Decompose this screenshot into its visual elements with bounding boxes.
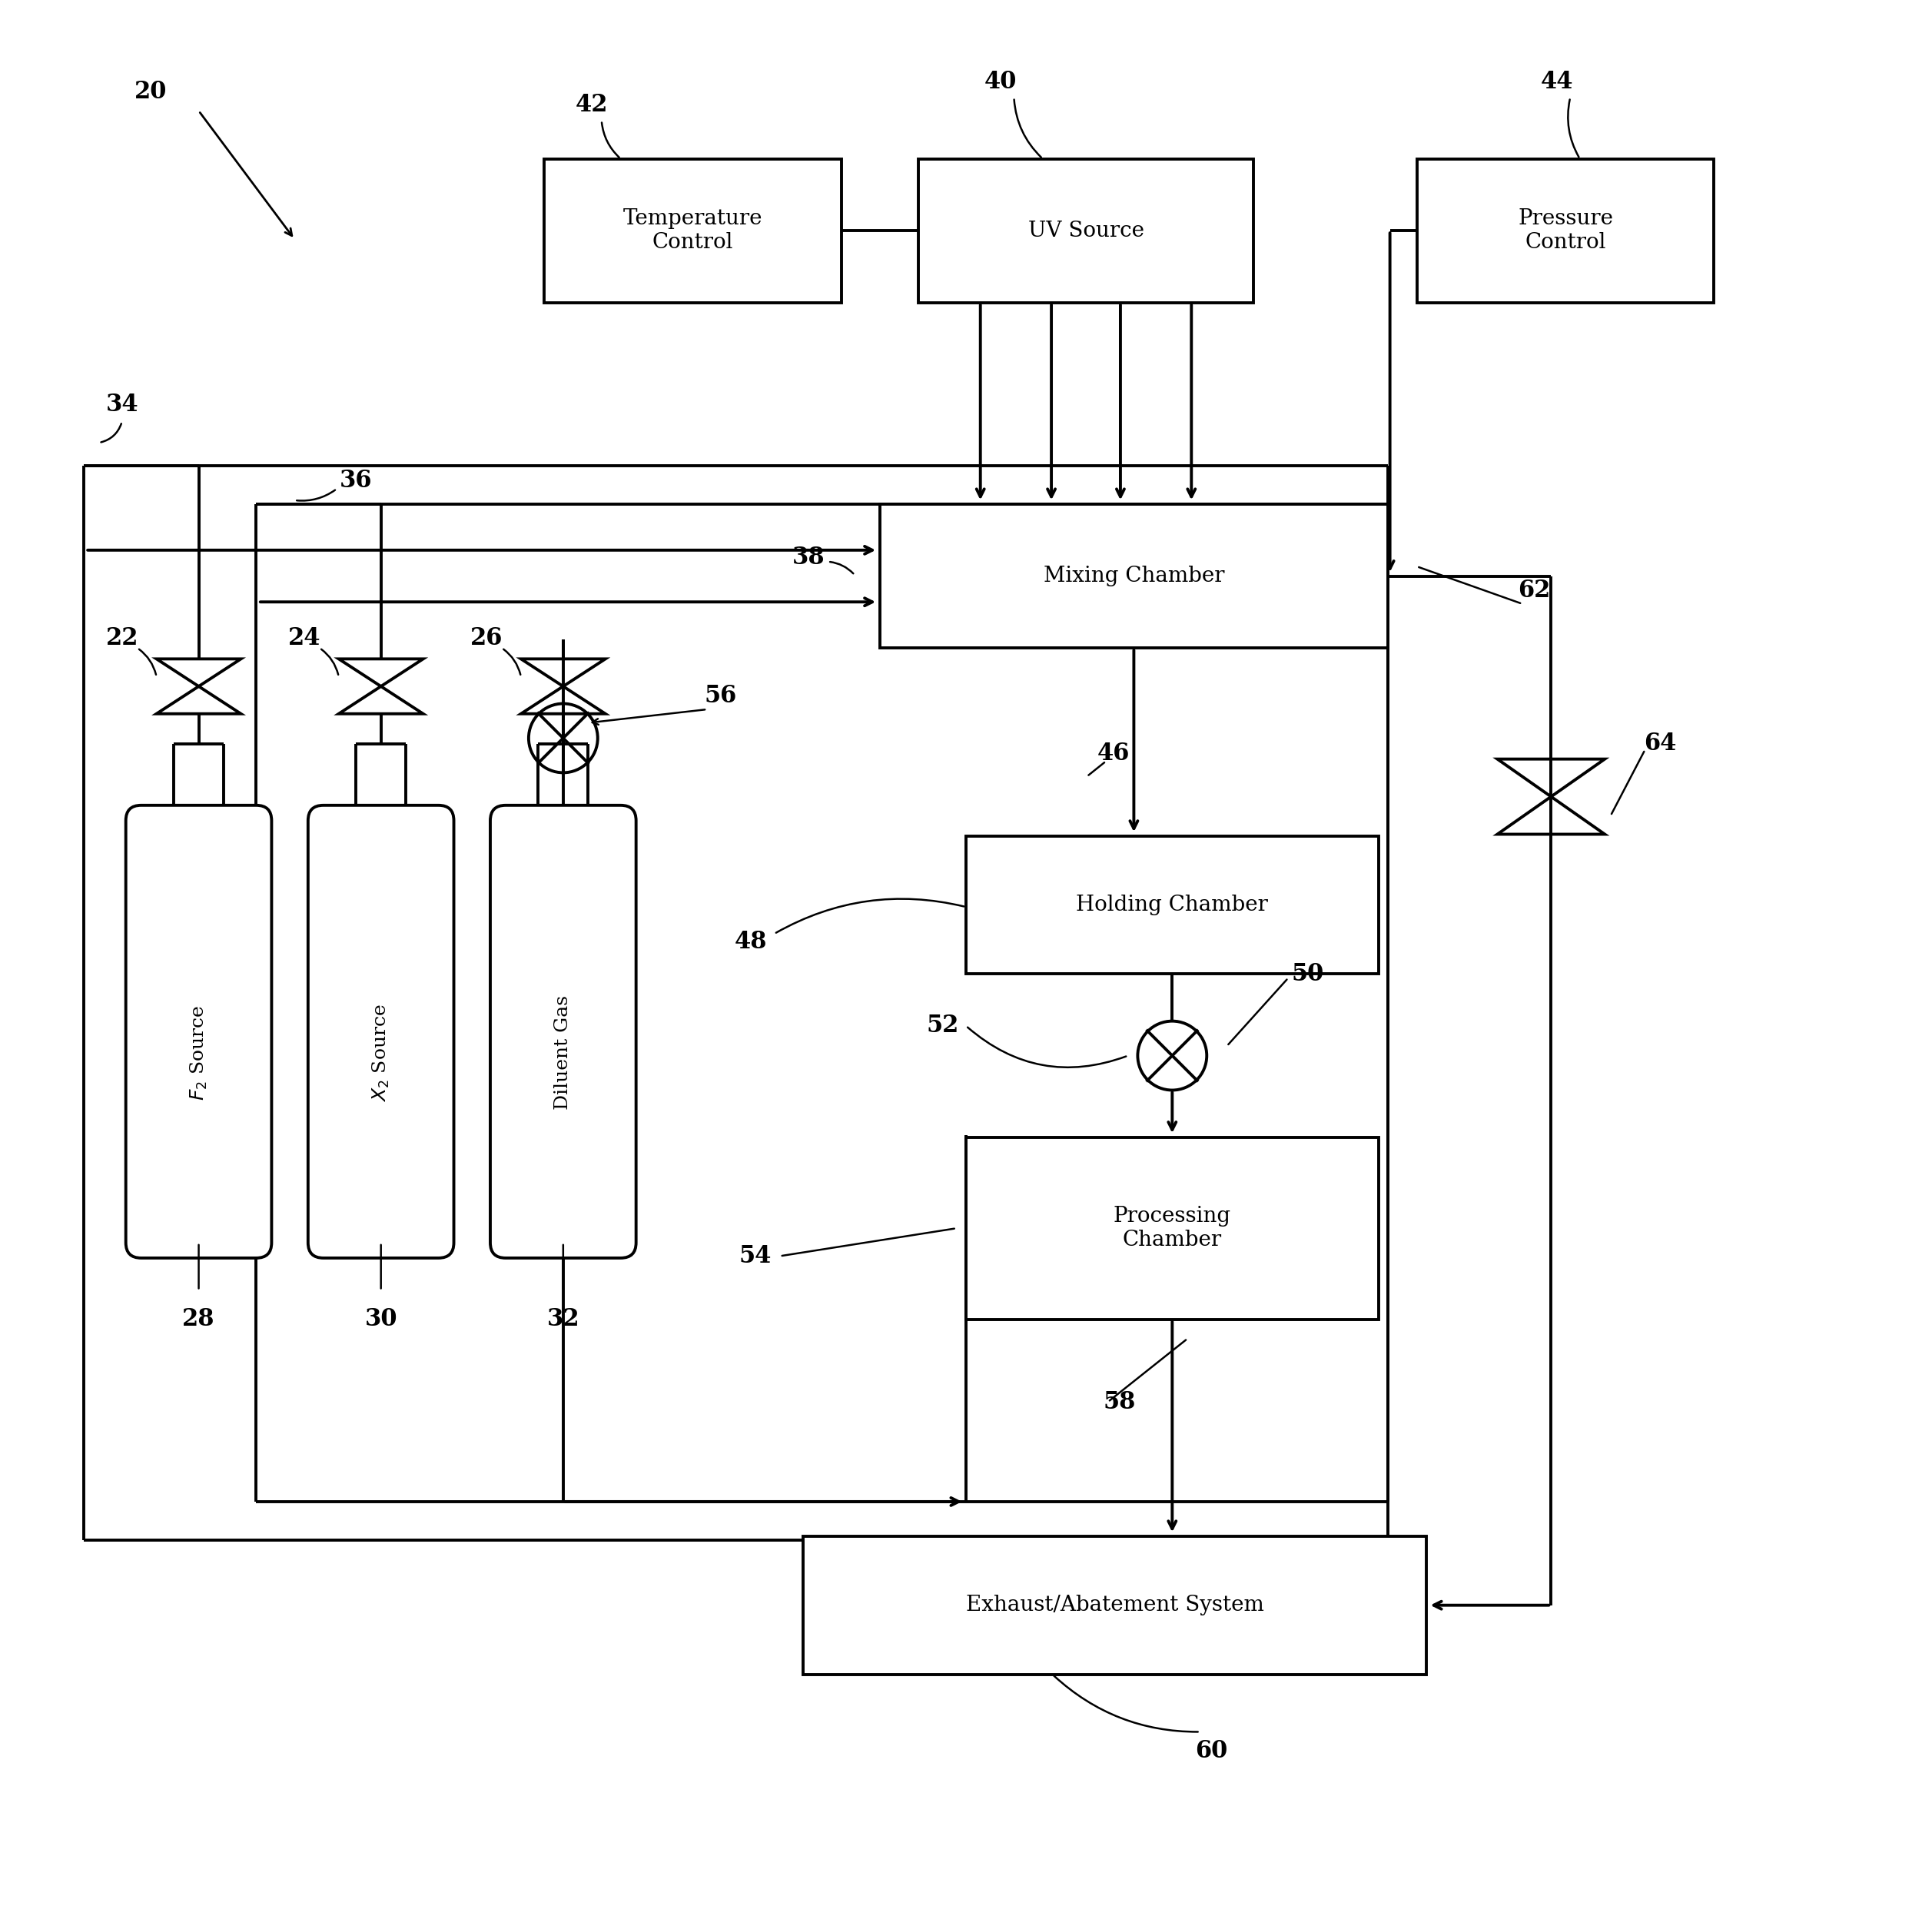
Text: 26: 26 <box>469 627 502 650</box>
FancyBboxPatch shape <box>966 835 1378 974</box>
FancyBboxPatch shape <box>1416 158 1714 303</box>
Text: 56: 56 <box>705 685 736 708</box>
Text: Holding Chamber: Holding Chamber <box>1076 895 1267 916</box>
FancyBboxPatch shape <box>879 503 1387 648</box>
FancyBboxPatch shape <box>307 804 454 1258</box>
Text: 32: 32 <box>547 1308 580 1331</box>
Text: 46: 46 <box>1097 741 1130 766</box>
Text: 36: 36 <box>340 469 373 494</box>
Text: 62: 62 <box>1517 579 1549 602</box>
Text: 60: 60 <box>1196 1740 1227 1763</box>
Text: Processing
Chamber: Processing Chamber <box>1113 1206 1231 1250</box>
Text: 58: 58 <box>1103 1391 1136 1414</box>
Text: $F_2$ Source: $F_2$ Source <box>189 1005 209 1100</box>
Text: UV Source: UV Source <box>1028 220 1144 241</box>
Text: 40: 40 <box>983 69 1016 95</box>
FancyBboxPatch shape <box>491 804 636 1258</box>
Text: 48: 48 <box>734 930 767 953</box>
Text: 42: 42 <box>576 93 609 118</box>
FancyBboxPatch shape <box>918 158 1254 303</box>
Text: 30: 30 <box>365 1308 398 1331</box>
Text: 22: 22 <box>106 627 139 650</box>
Text: Temperature
Control: Temperature Control <box>622 208 763 253</box>
Text: $X_2$ Source: $X_2$ Source <box>371 1003 390 1101</box>
Text: 64: 64 <box>1644 731 1677 756</box>
Text: 20: 20 <box>135 79 166 104</box>
Text: 34: 34 <box>106 392 139 417</box>
FancyBboxPatch shape <box>966 1138 1378 1319</box>
Text: 54: 54 <box>738 1244 771 1267</box>
Text: Diluent Gas: Diluent Gas <box>554 995 572 1109</box>
FancyBboxPatch shape <box>804 1535 1426 1674</box>
Text: Pressure
Control: Pressure Control <box>1519 208 1613 253</box>
Text: 38: 38 <box>792 546 825 569</box>
Text: 50: 50 <box>1291 963 1323 986</box>
Text: 28: 28 <box>182 1308 214 1331</box>
Text: 52: 52 <box>927 1015 960 1038</box>
Text: 24: 24 <box>288 627 321 650</box>
FancyBboxPatch shape <box>545 158 840 303</box>
Text: 44: 44 <box>1540 69 1573 95</box>
FancyBboxPatch shape <box>126 804 272 1258</box>
Text: Mixing Chamber: Mixing Chamber <box>1043 565 1225 586</box>
Text: Exhaust/Abatement System: Exhaust/Abatement System <box>966 1595 1264 1617</box>
